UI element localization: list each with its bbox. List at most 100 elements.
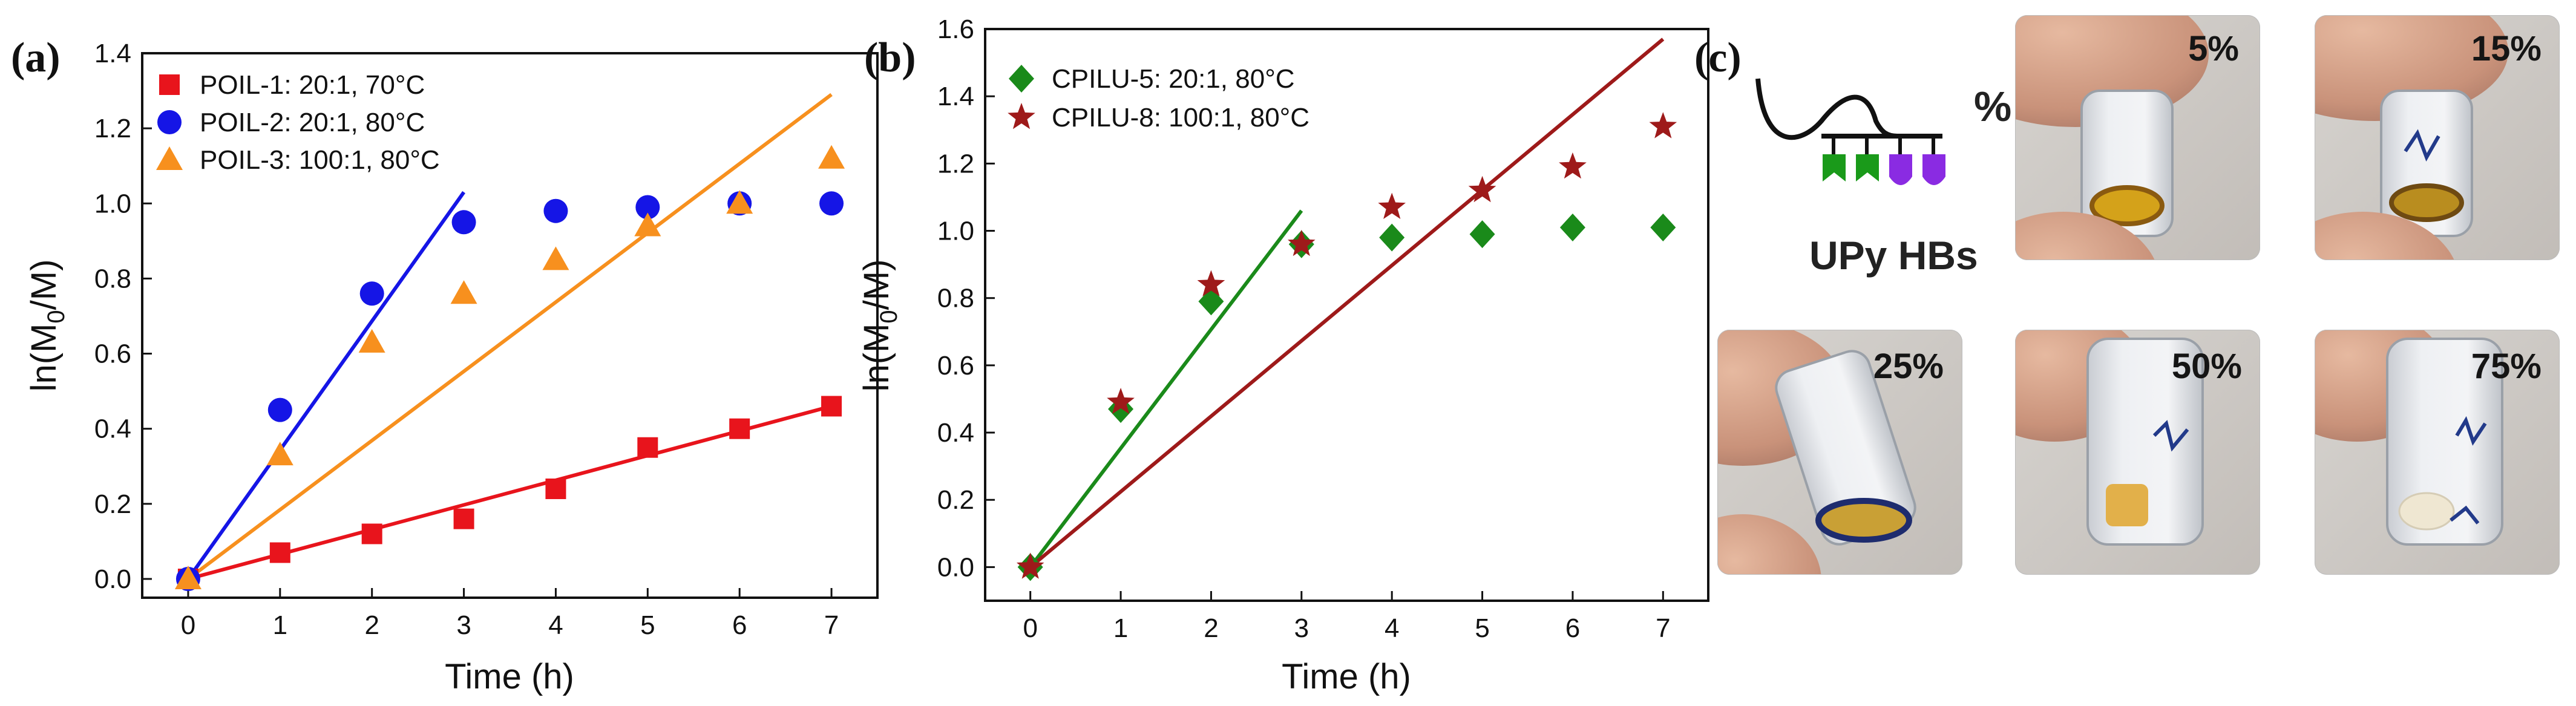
y-tick-label: 0.2 — [937, 485, 974, 515]
y-tick-label: 0.2 — [94, 489, 131, 519]
data-point-series-3 — [818, 145, 845, 169]
data-point-series-2 — [819, 191, 844, 216]
fit-line-series-1 — [188, 404, 832, 581]
fit-line-series-3 — [187, 93, 833, 581]
panel-a-x-axis-title: Time (h) — [445, 657, 574, 696]
legend-label-series-3: POIL-3: 100:1, 80°C — [200, 145, 440, 175]
legend-marker-series-2 — [157, 110, 182, 134]
x-tick-label: 3 — [456, 610, 471, 640]
panel-c-photos: (c) % UPy HBs 5% — [1694, 15, 2560, 575]
fit-line-series-2 — [1029, 38, 1665, 569]
data-point-series-2 — [1288, 229, 1316, 257]
legend-marker-series-1 — [1009, 65, 1034, 93]
thumb-icon — [2315, 212, 2460, 260]
x-tick-label: 6 — [732, 610, 747, 640]
panel-b-tick-labels: 0 1 2 3 4 5 6 7 0.0 0.2 0.4 0.6 0.8 1.0 1.2 1.4 1.6 — [937, 15, 1671, 643]
panel-a-data-points — [174, 145, 845, 591]
x-tick-label: 0 — [1023, 613, 1037, 643]
x-tick-label: 4 — [1385, 613, 1399, 643]
polymer-sample-icon — [2106, 484, 2148, 526]
x-tick-label: 3 — [1294, 613, 1309, 643]
data-point-series-1 — [361, 523, 382, 544]
data-point-series-2 — [267, 397, 292, 422]
thumb-icon — [1717, 514, 1821, 575]
legend-marker-series-1 — [159, 74, 180, 95]
fit-line-series-1 — [1029, 209, 1303, 569]
panel-b-chart: (b) 0 1 2 3 4 5 6 70.00.20.40.60.81.01.21.41.6 … — [857, 15, 1709, 696]
y-tick-label: 0.8 — [937, 284, 974, 313]
y-tick-label: 0.0 — [94, 564, 131, 594]
schematic-caption: UPy HBs — [1809, 233, 1978, 278]
polymer-sample-icon — [1815, 498, 1912, 543]
vial-photo-5 — [2015, 15, 2260, 260]
legend-marker-series-3 — [156, 146, 183, 170]
vial-icon — [2386, 338, 2503, 546]
data-point-series-1 — [453, 508, 474, 529]
vial-photo-15 — [2315, 15, 2560, 260]
fit-line-series-2 — [186, 191, 466, 580]
data-point-series-2 — [1468, 175, 1496, 203]
vial-label-5: 5% — [2188, 29, 2239, 68]
thumb-icon — [2015, 212, 2160, 260]
y-tick-label: 1.2 — [937, 149, 974, 178]
panel-a-fit-lines — [186, 93, 833, 581]
data-point-series-1 — [545, 479, 566, 499]
data-point-series-2 — [1016, 552, 1044, 579]
y-tick-label: 0.4 — [94, 414, 131, 444]
vial-label-25: 25% — [1873, 347, 1944, 386]
legend-marker-series-2 — [1008, 103, 1035, 129]
schematic-percent: % — [1974, 83, 2011, 130]
x-tick-label: 5 — [1475, 613, 1489, 643]
y-tick-label: 0.6 — [937, 351, 974, 381]
data-point-series-2 — [359, 281, 384, 306]
vial-photo-75 — [2315, 330, 2560, 575]
vial-label-75: 75% — [2471, 347, 2542, 386]
data-point-series-1 — [821, 396, 842, 417]
data-point-series-2 — [1197, 270, 1225, 296]
panel-a-ticks — [142, 52, 833, 598]
data-point-series-1 — [729, 418, 750, 439]
legend-label-series-1: POIL-1: 20:1, 70°C — [200, 70, 425, 100]
marker-writing-icon — [2152, 420, 2189, 452]
vial-label-50: 50% — [2172, 347, 2242, 386]
y-tick-label: 0.4 — [937, 418, 974, 448]
marker-writing-icon — [2404, 129, 2440, 162]
upy-schematic: % UPy HBs — [1755, 78, 2011, 278]
polymer-sample-icon — [2089, 185, 2165, 226]
panel-a-y-axis-title: ln(M0/M) — [24, 260, 70, 392]
panel-b-legend: CPILU-5: 20:1, 80°C CPILU-8: 100:1, 80°C — [1008, 64, 1309, 132]
polymer-sample-icon — [2389, 183, 2464, 222]
x-tick-label: 5 — [640, 610, 655, 640]
data-point-series-3 — [174, 565, 202, 589]
green-block-icon — [1823, 154, 1846, 181]
panel-b-fit-lines — [1029, 38, 1665, 569]
vial-photo-50 — [2015, 330, 2260, 575]
data-point-series-3 — [266, 442, 293, 466]
data-point-series-2 — [1559, 152, 1587, 179]
data-point-series-2 — [543, 198, 568, 223]
data-point-series-2 — [1107, 388, 1135, 414]
data-point-series-1 — [1379, 223, 1405, 252]
x-tick-label: 2 — [364, 610, 379, 640]
data-point-series-1 — [1559, 213, 1585, 241]
polymer-chain-icon — [1755, 78, 1898, 140]
vial-photo-25 — [1717, 330, 1962, 575]
x-tick-label: 2 — [1204, 613, 1218, 643]
green-block-icon — [1856, 154, 1879, 181]
y-tick-label: 1.0 — [937, 217, 974, 246]
panel-b-ticks — [985, 28, 1664, 601]
legend-label-series-2: POIL-2: 20:1, 80°C — [200, 108, 425, 137]
y-tick-label: 1.4 — [94, 39, 131, 68]
data-point-series-1 — [1469, 220, 1495, 249]
polymer-sample-icon — [2398, 492, 2455, 531]
purple-block-icon — [1889, 154, 1912, 185]
x-tick-label: 6 — [1565, 613, 1580, 643]
panel-b-y-axis-title: ln(M0/M) — [857, 260, 902, 392]
x-tick-label: 7 — [824, 610, 839, 640]
x-tick-label: 1 — [1113, 613, 1128, 643]
panel-a-tick-labels: 0 1 2 3 4 5 6 7 0.0 0.2 0.4 0.6 0.8 1.0 1.2 1.4 — [94, 39, 839, 640]
data-point-series-3 — [542, 246, 569, 270]
y-tick-label: 1.0 — [94, 189, 131, 218]
x-tick-label: 4 — [548, 610, 563, 640]
